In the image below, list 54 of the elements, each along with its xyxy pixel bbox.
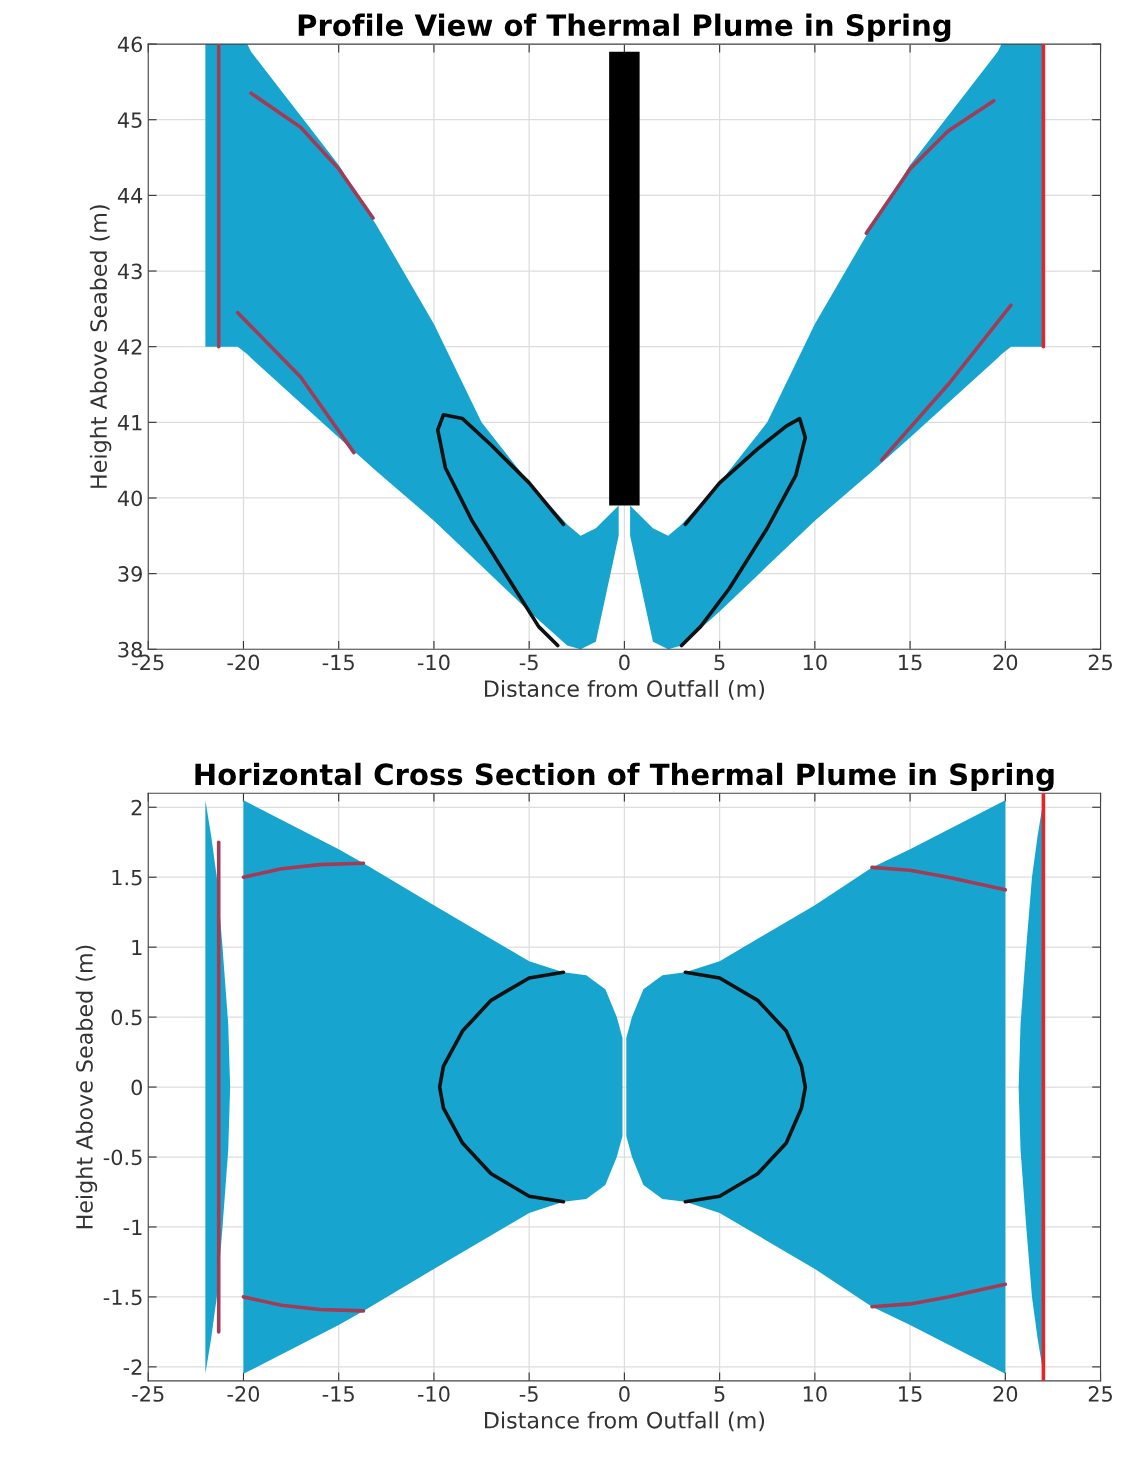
y-tick-label: 46 <box>117 36 143 53</box>
chart-title: Profile View of Thermal Plume in Spring <box>298 13 951 43</box>
y-tick-label: 1 <box>132 939 142 956</box>
x-tick-label: 10 <box>803 654 827 671</box>
x-tick-label: 0 <box>619 1386 630 1402</box>
x-tick-label: 25 <box>1088 1386 1112 1402</box>
y-tick-label: -2 <box>123 1359 142 1375</box>
x-tick-label: 5 <box>714 654 725 671</box>
x-tick-label: -20 <box>227 654 260 671</box>
y-tick-label: 2 <box>131 799 142 816</box>
x-axis-title: Distance from Outfall (m) <box>485 1411 765 1432</box>
y-tick-label: -1.5 <box>103 1289 142 1306</box>
line-series <box>683 970 808 1204</box>
x-tick-label: 20 <box>993 1386 1018 1402</box>
y-tick-label: 43 <box>117 263 142 280</box>
x-tick-label: -15 <box>322 1386 354 1402</box>
x-tick-label: 20 <box>993 654 1018 671</box>
x-tick-label: -10 <box>417 654 450 671</box>
x-tick-label: -10 <box>417 1386 450 1402</box>
y-tick-label: 40 <box>117 490 142 507</box>
y-tick-label: 41 <box>117 415 142 431</box>
x-tick-label: 5 <box>714 1386 725 1402</box>
x-axis-title: Distance from Outfall (m) <box>485 679 765 700</box>
y-tick-label: 0 <box>131 1079 142 1096</box>
line-series <box>870 865 1008 892</box>
y-tick-label: 45 <box>117 112 142 128</box>
x-tick-label: -25 <box>132 1386 164 1402</box>
y-axis-title: Height Above Seabed (m) <box>89 205 112 488</box>
y-tick-label: 1.5 <box>112 869 142 886</box>
line-series <box>249 91 375 220</box>
y-tick-label: -1 <box>123 1219 142 1235</box>
x-tick-label: 10 <box>803 1386 827 1402</box>
y-tick-label: 44 <box>117 188 143 204</box>
x-tick-label: 15 <box>899 654 922 671</box>
y-axis-title: Height Above Seabed (m) <box>75 945 98 1229</box>
y-tick-label: -0.5 <box>103 1149 142 1166</box>
line-series <box>241 1295 366 1313</box>
chart-title: Horizontal Cross Section of Thermal Plume in Spring <box>195 762 1054 792</box>
line-series <box>679 416 808 648</box>
x-tick-label: -15 <box>322 654 354 671</box>
x-tick-label: -5 <box>519 1386 538 1402</box>
y-tick-label: 39 <box>118 566 142 582</box>
line-series <box>241 861 366 880</box>
x-tick-label: -5 <box>519 654 538 671</box>
line-series <box>864 99 996 236</box>
line-series <box>437 970 566 1204</box>
x-tick-label: 15 <box>899 1386 922 1402</box>
x-tick-label: 25 <box>1088 654 1112 671</box>
line-series <box>435 412 566 648</box>
y-tick-label: 0.5 <box>111 1009 142 1026</box>
x-tick-label: 0 <box>619 654 630 671</box>
line-series <box>870 1282 1008 1309</box>
y-tick-label: 42 <box>117 339 142 355</box>
x-tick-label: -20 <box>227 1386 260 1402</box>
